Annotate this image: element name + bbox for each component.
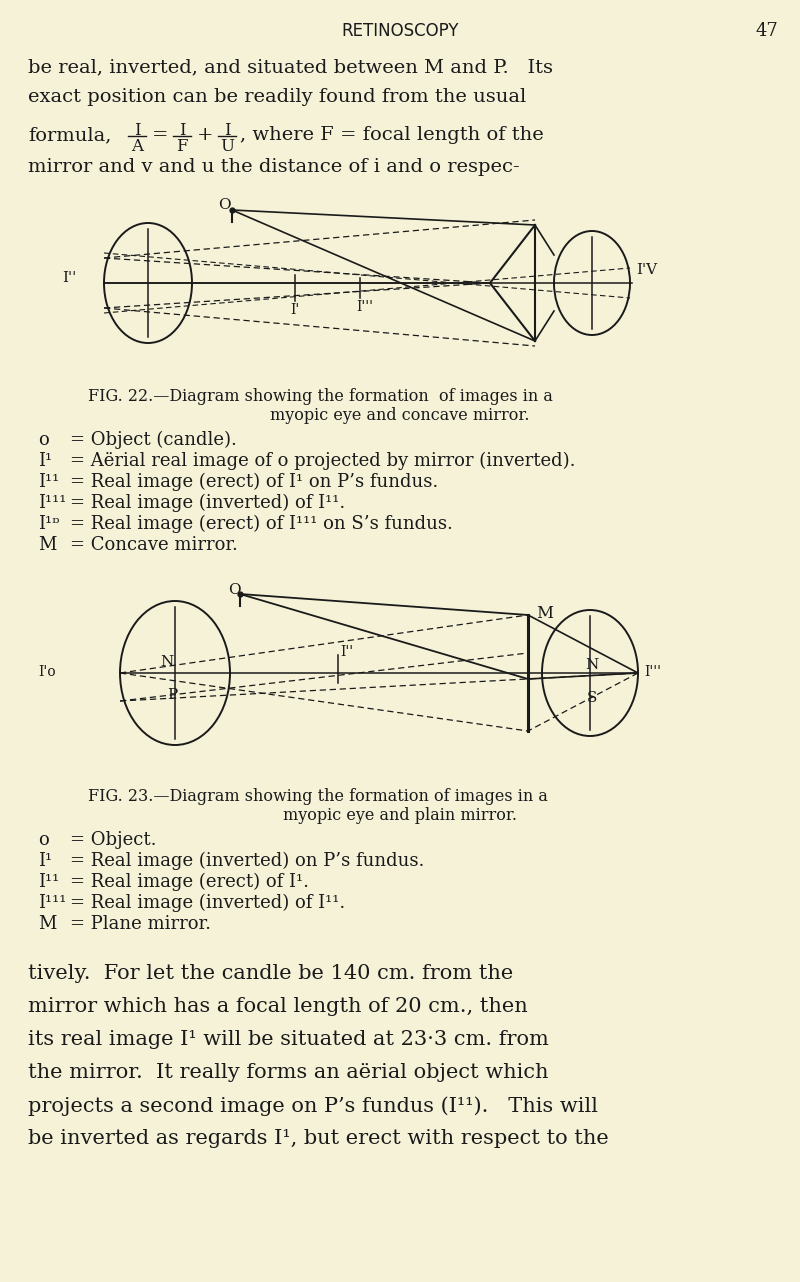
Text: I'': I'' (62, 271, 76, 285)
Text: formula,: formula, (28, 126, 111, 144)
Text: M: M (38, 536, 56, 554)
Text: I''': I''' (644, 665, 661, 679)
Text: I¹¹: I¹¹ (38, 473, 59, 491)
Text: U: U (220, 138, 234, 155)
Text: N: N (586, 658, 598, 672)
Text: projects a second image on P’s fundus (I¹¹).   This will: projects a second image on P’s fundus (I… (28, 1096, 598, 1115)
Text: I¹¹¹: I¹¹¹ (38, 494, 66, 512)
Text: I¹¹¹: I¹¹¹ (38, 894, 66, 912)
Text: the mirror.  It really forms an aërial object which: the mirror. It really forms an aërial ob… (28, 1063, 549, 1082)
Text: I: I (178, 122, 186, 138)
Text: A: A (131, 138, 143, 155)
Text: O: O (218, 197, 230, 212)
Text: RETINOSCOPY: RETINOSCOPY (342, 22, 458, 40)
Text: I''': I''' (356, 300, 373, 314)
Text: = Concave mirror.: = Concave mirror. (70, 536, 238, 554)
Text: I: I (224, 122, 230, 138)
Text: M: M (536, 605, 553, 622)
Text: I¹: I¹ (38, 453, 52, 470)
Text: o: o (38, 431, 49, 449)
Text: = Real image (erect) of I¹.: = Real image (erect) of I¹. (70, 873, 309, 891)
Text: o: o (38, 831, 49, 849)
Text: M: M (38, 915, 56, 933)
Text: tively.  For let the candle be 140 cm. from the: tively. For let the candle be 140 cm. fr… (28, 964, 514, 983)
Text: 47: 47 (755, 22, 778, 40)
Text: be real, inverted, and situated between M and P.   Its: be real, inverted, and situated between … (28, 58, 553, 76)
Text: = Object (candle).: = Object (candle). (70, 431, 237, 449)
Text: = Real image (inverted) of I¹¹.: = Real image (inverted) of I¹¹. (70, 894, 346, 913)
Text: I'V: I'V (636, 263, 657, 277)
Text: mirror and v and u the distance of i and o respec-: mirror and v and u the distance of i and… (28, 158, 520, 176)
Text: N: N (160, 655, 174, 669)
Text: myopic eye and concave mirror.: myopic eye and concave mirror. (270, 406, 530, 424)
Text: +: + (197, 126, 214, 144)
Text: I¹: I¹ (38, 853, 52, 870)
Text: O: O (228, 583, 241, 597)
Text: F: F (176, 138, 188, 155)
Text: = Real image (erect) of I¹¹¹ on S’s fundus.: = Real image (erect) of I¹¹¹ on S’s fund… (70, 515, 453, 533)
Text: I'': I'' (340, 645, 353, 659)
Text: I': I' (290, 303, 299, 317)
Text: = Real image (inverted) of I¹¹.: = Real image (inverted) of I¹¹. (70, 494, 346, 513)
Text: be inverted as regards I¹, but erect with respect to the: be inverted as regards I¹, but erect wit… (28, 1129, 609, 1147)
Text: = Real image (inverted) on P’s fundus.: = Real image (inverted) on P’s fundus. (70, 853, 424, 870)
Text: = Real image (erect) of I¹ on P’s fundus.: = Real image (erect) of I¹ on P’s fundus… (70, 473, 438, 491)
Text: S: S (587, 691, 597, 705)
Text: P: P (167, 688, 177, 703)
Text: I: I (134, 122, 140, 138)
Text: = Object.: = Object. (70, 831, 157, 849)
Text: exact position can be readily found from the usual: exact position can be readily found from… (28, 88, 526, 106)
Text: I¹ᶛ: I¹ᶛ (38, 515, 59, 533)
Text: , where F = focal length of the: , where F = focal length of the (240, 126, 544, 144)
Text: = Plane mirror.: = Plane mirror. (70, 915, 211, 933)
Text: FIG. 23.—Diagram showing the formation of images in a: FIG. 23.—Diagram showing the formation o… (88, 788, 548, 805)
Text: I'o: I'o (38, 665, 56, 679)
Text: mirror which has a focal length of 20 cm., then: mirror which has a focal length of 20 cm… (28, 997, 528, 1017)
Text: = Aërial real image of o projected by mirror (inverted).: = Aërial real image of o projected by mi… (70, 453, 575, 470)
Text: I¹¹: I¹¹ (38, 873, 59, 891)
Text: =: = (152, 126, 169, 144)
Text: FIG. 22.—Diagram showing the formation  of images in a: FIG. 22.—Diagram showing the formation o… (88, 388, 553, 405)
Text: myopic eye and plain mirror.: myopic eye and plain mirror. (283, 806, 517, 824)
Text: its real image I¹ will be situated at 23·3 cm. from: its real image I¹ will be situated at 23… (28, 1029, 549, 1049)
